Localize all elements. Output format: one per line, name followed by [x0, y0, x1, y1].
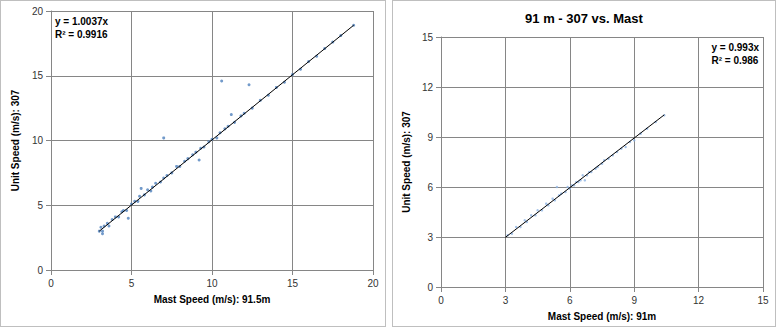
svg-text:Mast Speed (m/s): 91.5m: Mast Speed (m/s): 91.5m: [154, 294, 271, 305]
svg-text:Mast Speed (m/s): 91m: Mast Speed (m/s): 91m: [548, 311, 656, 322]
svg-text:12: 12: [422, 82, 434, 93]
svg-text:3: 3: [427, 232, 433, 243]
svg-text:15: 15: [32, 70, 44, 81]
svg-text:R² = 0.9916: R² = 0.9916: [55, 29, 108, 40]
svg-text:6: 6: [567, 295, 573, 306]
svg-text:20: 20: [367, 278, 379, 289]
svg-text:0: 0: [37, 265, 43, 276]
svg-text:0: 0: [48, 278, 54, 289]
svg-text:15: 15: [287, 278, 299, 289]
svg-text:6: 6: [427, 182, 433, 193]
svg-text:91 m - 307 vs. Mast: 91 m - 307 vs. Mast: [525, 11, 643, 26]
svg-text:3: 3: [503, 295, 509, 306]
svg-text:Unit Speed (m/s): 307: Unit Speed (m/s): 307: [10, 89, 21, 191]
svg-text:10: 10: [32, 135, 44, 146]
svg-text:5: 5: [129, 278, 135, 289]
svg-text:12: 12: [693, 295, 705, 306]
svg-text:9: 9: [427, 132, 433, 143]
svg-text:R² = 0.986: R² = 0.986: [711, 55, 758, 66]
svg-text:15: 15: [757, 295, 769, 306]
svg-text:0: 0: [438, 295, 444, 306]
svg-text:9: 9: [631, 295, 637, 306]
svg-text:y = 1.0037x: y = 1.0037x: [55, 16, 109, 27]
svg-text:0: 0: [427, 282, 433, 293]
svg-text:15: 15: [422, 32, 434, 43]
svg-text:Unit Speed (m/s): 307: Unit Speed (m/s): 307: [401, 111, 412, 213]
svg-text:y = 0.993x: y = 0.993x: [711, 42, 759, 53]
svg-text:20: 20: [32, 6, 44, 17]
svg-text:10: 10: [206, 278, 218, 289]
svg-text:5: 5: [37, 200, 43, 211]
